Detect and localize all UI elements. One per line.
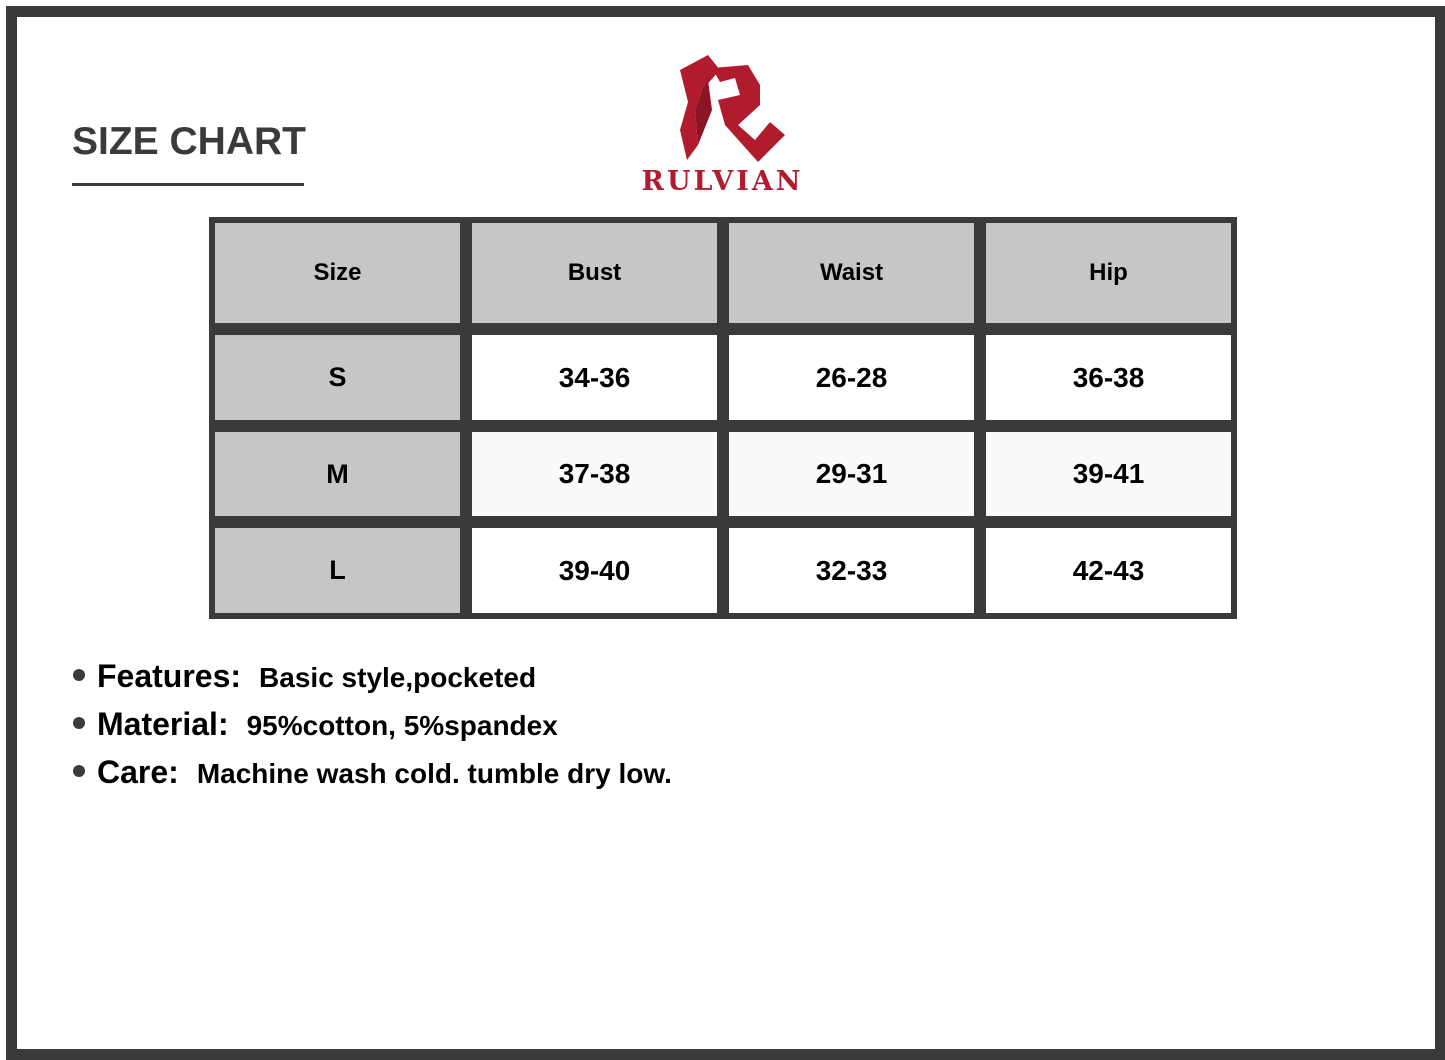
waist-cell: 32-33 bbox=[729, 528, 974, 613]
brand-name: RULVIAN bbox=[641, 166, 804, 197]
detail-material: Material: 95%cotton, 5%spandex bbox=[73, 706, 558, 743]
page-title: SIZE CHART bbox=[72, 120, 306, 163]
header-waist: Waist bbox=[729, 223, 974, 323]
hip-cell: 42-43 bbox=[986, 528, 1231, 613]
detail-label: Care: bbox=[97, 754, 179, 790]
size-table: Size Bust Waist Hip S 34-36 26-28 36-38 … bbox=[209, 217, 1237, 619]
detail-label: Features: bbox=[97, 658, 242, 694]
bullet-icon bbox=[73, 717, 85, 729]
detail-label: Material: bbox=[97, 706, 229, 742]
waist-cell: 26-28 bbox=[729, 335, 974, 420]
header-hip: Hip bbox=[986, 223, 1231, 323]
detail-text: 95%cotton, 5%spandex bbox=[246, 710, 558, 741]
bust-cell: 37-38 bbox=[472, 432, 717, 516]
hip-cell: 36-38 bbox=[986, 335, 1231, 420]
size-cell: M bbox=[215, 432, 460, 516]
detail-text: Basic style,pocketed bbox=[259, 662, 537, 693]
page-frame bbox=[6, 6, 1445, 1060]
header-bust: Bust bbox=[472, 223, 717, 323]
waist-cell: 29-31 bbox=[729, 432, 974, 516]
hip-cell: 39-41 bbox=[986, 432, 1231, 516]
header-size: Size bbox=[215, 223, 460, 323]
size-cell: S bbox=[215, 335, 460, 420]
detail-features: Features: Basic style,pocketed bbox=[73, 658, 536, 695]
bust-cell: 39-40 bbox=[472, 528, 717, 613]
bust-cell: 34-36 bbox=[472, 335, 717, 420]
size-cell: L bbox=[215, 528, 460, 613]
title-underline bbox=[72, 183, 304, 186]
bullet-icon bbox=[73, 669, 85, 681]
detail-text: Machine wash cold. tumble dry low. bbox=[196, 758, 672, 789]
detail-care: Care: Machine wash cold. tumble dry low. bbox=[73, 754, 672, 791]
brand-logo-icon bbox=[680, 55, 785, 162]
bullet-icon bbox=[73, 765, 85, 777]
